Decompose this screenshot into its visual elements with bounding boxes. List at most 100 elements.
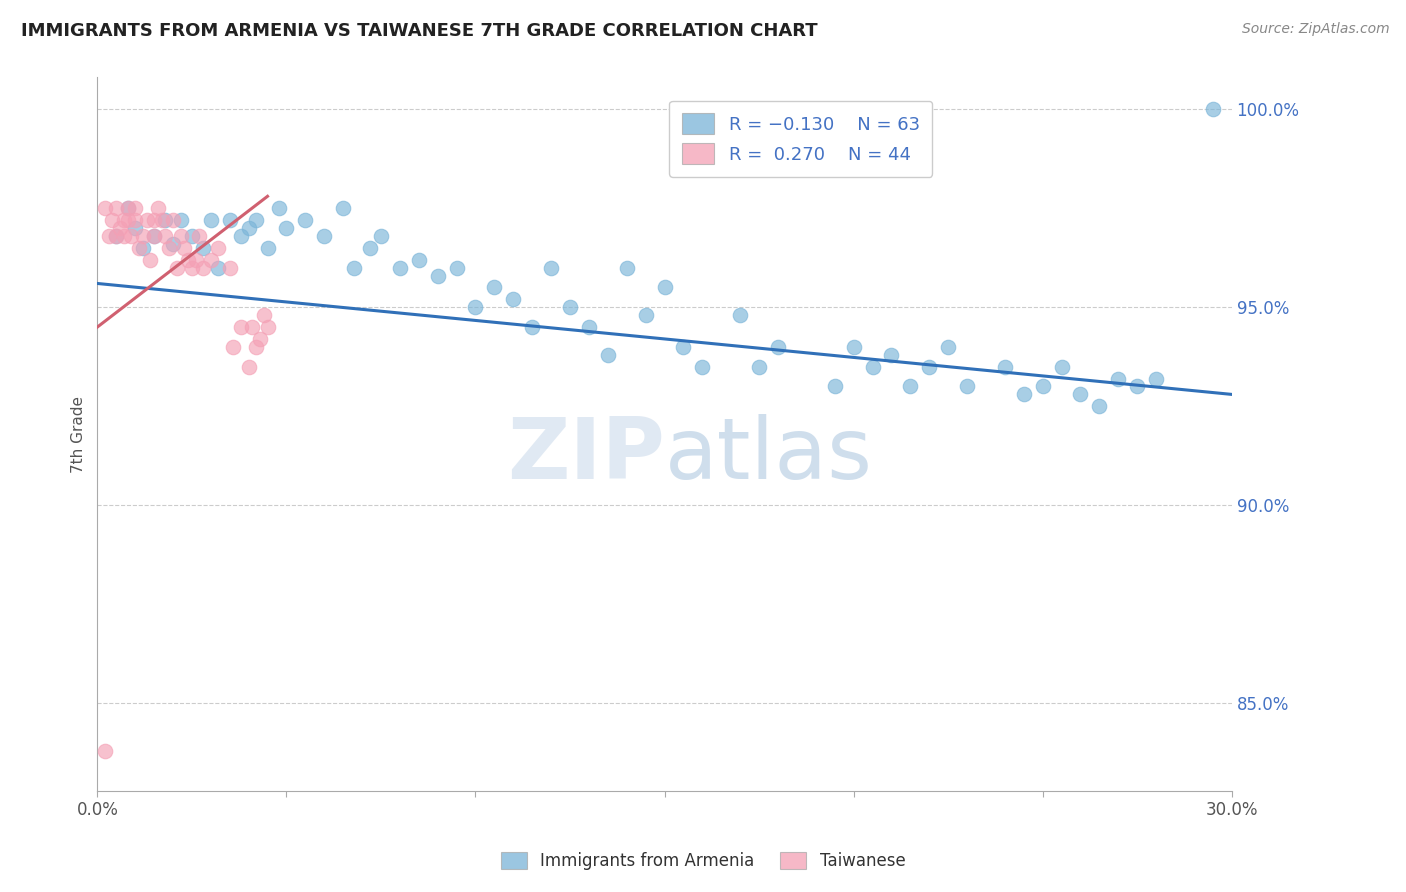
Point: [256, 241, 278, 255]
Point: [256, 320, 278, 334]
Point: [426, 268, 449, 283]
Point: [388, 260, 411, 275]
Point: [193, 241, 215, 255]
Point: [180, 228, 202, 243]
Text: atlas: atlas: [665, 414, 873, 497]
Point: [918, 359, 941, 374]
Point: [135, 213, 157, 227]
Text: ZIP: ZIP: [506, 414, 665, 497]
Point: [294, 213, 316, 227]
Point: [143, 228, 166, 243]
Point: [766, 340, 789, 354]
Point: [162, 213, 184, 227]
Point: [169, 213, 191, 227]
Point: [245, 340, 267, 354]
Point: [150, 213, 173, 227]
Point: [880, 348, 903, 362]
Y-axis label: 7th Grade: 7th Grade: [72, 395, 86, 473]
Point: [956, 379, 979, 393]
Point: [184, 252, 207, 267]
Point: [276, 221, 298, 235]
Point: [994, 359, 1017, 374]
Point: [1107, 371, 1129, 385]
Point: [728, 308, 751, 322]
Text: Source: ZipAtlas.com: Source: ZipAtlas.com: [1241, 22, 1389, 37]
Point: [177, 252, 200, 267]
Point: [558, 300, 581, 314]
Point: [672, 340, 695, 354]
Point: [222, 340, 245, 354]
Point: [634, 308, 657, 322]
Point: [332, 201, 354, 215]
Point: [117, 213, 139, 227]
Point: [143, 213, 166, 227]
Point: [218, 260, 240, 275]
Point: [128, 241, 150, 255]
Point: [94, 201, 117, 215]
Point: [105, 228, 128, 243]
Point: [1088, 399, 1111, 413]
Point: [692, 359, 714, 374]
Point: [218, 213, 240, 227]
Point: [193, 260, 215, 275]
Text: IMMIGRANTS FROM ARMENIA VS TAIWANESE 7TH GRADE CORRELATION CHART: IMMIGRANTS FROM ARMENIA VS TAIWANESE 7TH…: [21, 22, 818, 40]
Point: [162, 236, 184, 251]
Point: [616, 260, 638, 275]
Point: [824, 379, 846, 393]
Point: [229, 320, 252, 334]
Point: [112, 213, 135, 227]
Point: [343, 260, 366, 275]
Point: [862, 359, 884, 374]
Point: [1050, 359, 1073, 374]
Point: [502, 293, 524, 307]
Point: [596, 348, 619, 362]
Point: [117, 201, 139, 215]
Point: [242, 320, 264, 334]
Point: [132, 241, 155, 255]
Point: [146, 201, 169, 215]
Point: [1069, 387, 1091, 401]
Point: [132, 228, 155, 243]
Point: [157, 241, 180, 255]
Point: [370, 228, 392, 243]
Point: [94, 744, 117, 758]
Point: [108, 221, 131, 235]
Point: [117, 201, 139, 215]
Point: [748, 359, 770, 374]
Point: [105, 201, 128, 215]
Point: [359, 241, 381, 255]
Point: [97, 228, 120, 243]
Point: [207, 241, 229, 255]
Point: [207, 260, 229, 275]
Point: [314, 228, 336, 243]
Point: [245, 213, 267, 227]
Point: [654, 280, 676, 294]
Point: [139, 252, 162, 267]
Point: [1032, 379, 1054, 393]
Point: [522, 320, 544, 334]
Point: [229, 228, 252, 243]
Point: [238, 221, 260, 235]
Point: [540, 260, 562, 275]
Point: [188, 228, 211, 243]
Point: [1144, 371, 1167, 385]
Legend: Immigrants from Armenia, Taiwanese: Immigrants from Armenia, Taiwanese: [494, 845, 912, 877]
Point: [200, 252, 222, 267]
Point: [408, 252, 430, 267]
Point: [249, 332, 271, 346]
Point: [173, 241, 195, 255]
Point: [267, 201, 290, 215]
Point: [936, 340, 959, 354]
Point: [124, 201, 146, 215]
Point: [1126, 379, 1149, 393]
Point: [166, 260, 188, 275]
Point: [1202, 102, 1225, 116]
Point: [464, 300, 486, 314]
Point: [143, 228, 166, 243]
Point: [101, 213, 124, 227]
Point: [1012, 387, 1035, 401]
Point: [253, 308, 276, 322]
Point: [484, 280, 506, 294]
Point: [120, 228, 142, 243]
Point: [155, 213, 177, 227]
